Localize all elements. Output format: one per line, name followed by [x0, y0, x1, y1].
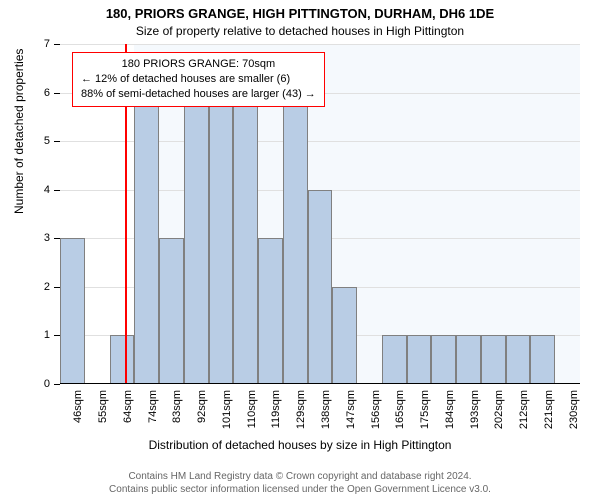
bar: [506, 335, 531, 384]
x-tick-label: 138sqm: [320, 390, 332, 440]
bar: [456, 335, 481, 384]
x-tick-label: 230sqm: [568, 390, 580, 440]
attribution-line-1: Contains HM Land Registry data © Crown c…: [128, 471, 471, 482]
bar: [134, 93, 159, 384]
bar: [332, 287, 357, 384]
chart-title: 180, PRIORS GRANGE, HIGH PITTINGTON, DUR…: [0, 6, 600, 21]
y-tick-label: 2: [20, 281, 50, 293]
x-axis-label: Distribution of detached houses by size …: [0, 438, 600, 452]
chart-figure: 180, PRIORS GRANGE, HIGH PITTINGTON, DUR…: [0, 0, 600, 500]
bar: [481, 335, 506, 384]
x-tick-label: 129sqm: [295, 390, 307, 440]
bar: [233, 93, 258, 384]
bar: [110, 335, 135, 384]
y-tick-label: 7: [20, 38, 50, 50]
bar: [258, 238, 283, 384]
x-tick-label: 119sqm: [270, 390, 282, 440]
bar: [382, 335, 407, 384]
bar: [530, 335, 555, 384]
x-tick-label: 110sqm: [246, 390, 258, 440]
bar: [431, 335, 456, 384]
bar: [184, 93, 209, 384]
chart-subtitle: Size of property relative to detached ho…: [0, 24, 600, 38]
x-tick-label: 221sqm: [543, 390, 555, 440]
bar: [407, 335, 432, 384]
x-tick-label: 165sqm: [394, 390, 406, 440]
x-tick-label: 175sqm: [419, 390, 431, 440]
bar: [308, 190, 333, 384]
attribution-text: Contains HM Land Registry data © Crown c…: [0, 470, 600, 496]
info-box: 180 PRIORS GRANGE: 70sqm ← 12% of detach…: [72, 52, 325, 107]
x-tick-label: 101sqm: [221, 390, 233, 440]
info-line-1: 180 PRIORS GRANGE: 70sqm: [81, 57, 316, 72]
bar: [60, 238, 85, 384]
x-tick-label: 202sqm: [493, 390, 505, 440]
x-tick-label: 156sqm: [370, 390, 382, 440]
grid-line: [60, 44, 580, 45]
y-tick-label: 6: [20, 87, 50, 99]
bar: [283, 93, 308, 384]
x-tick-label: 55sqm: [97, 390, 109, 440]
info-line-3: 88% of semi-detached houses are larger (…: [81, 87, 316, 102]
y-tick-label: 1: [20, 329, 50, 341]
x-tick-label: 74sqm: [147, 390, 159, 440]
x-tick-label: 64sqm: [122, 390, 134, 440]
y-tick-label: 3: [20, 232, 50, 244]
x-tick-label: 46sqm: [72, 390, 84, 440]
x-tick-label: 193sqm: [469, 390, 481, 440]
bar: [209, 93, 234, 384]
attribution-line-2: Contains public sector information licen…: [109, 484, 491, 495]
x-tick-label: 147sqm: [345, 390, 357, 440]
y-tick-label: 5: [20, 135, 50, 147]
x-tick-label: 212sqm: [518, 390, 530, 440]
y-tick: [54, 384, 60, 385]
y-tick-label: 0: [20, 378, 50, 390]
x-tick-label: 184sqm: [444, 390, 456, 440]
y-tick-label: 4: [20, 184, 50, 196]
x-tick-label: 92sqm: [196, 390, 208, 440]
bar: [159, 238, 184, 384]
info-line-2: ← 12% of detached houses are smaller (6): [81, 72, 316, 87]
x-axis-baseline: [60, 383, 580, 384]
x-tick-label: 83sqm: [171, 390, 183, 440]
